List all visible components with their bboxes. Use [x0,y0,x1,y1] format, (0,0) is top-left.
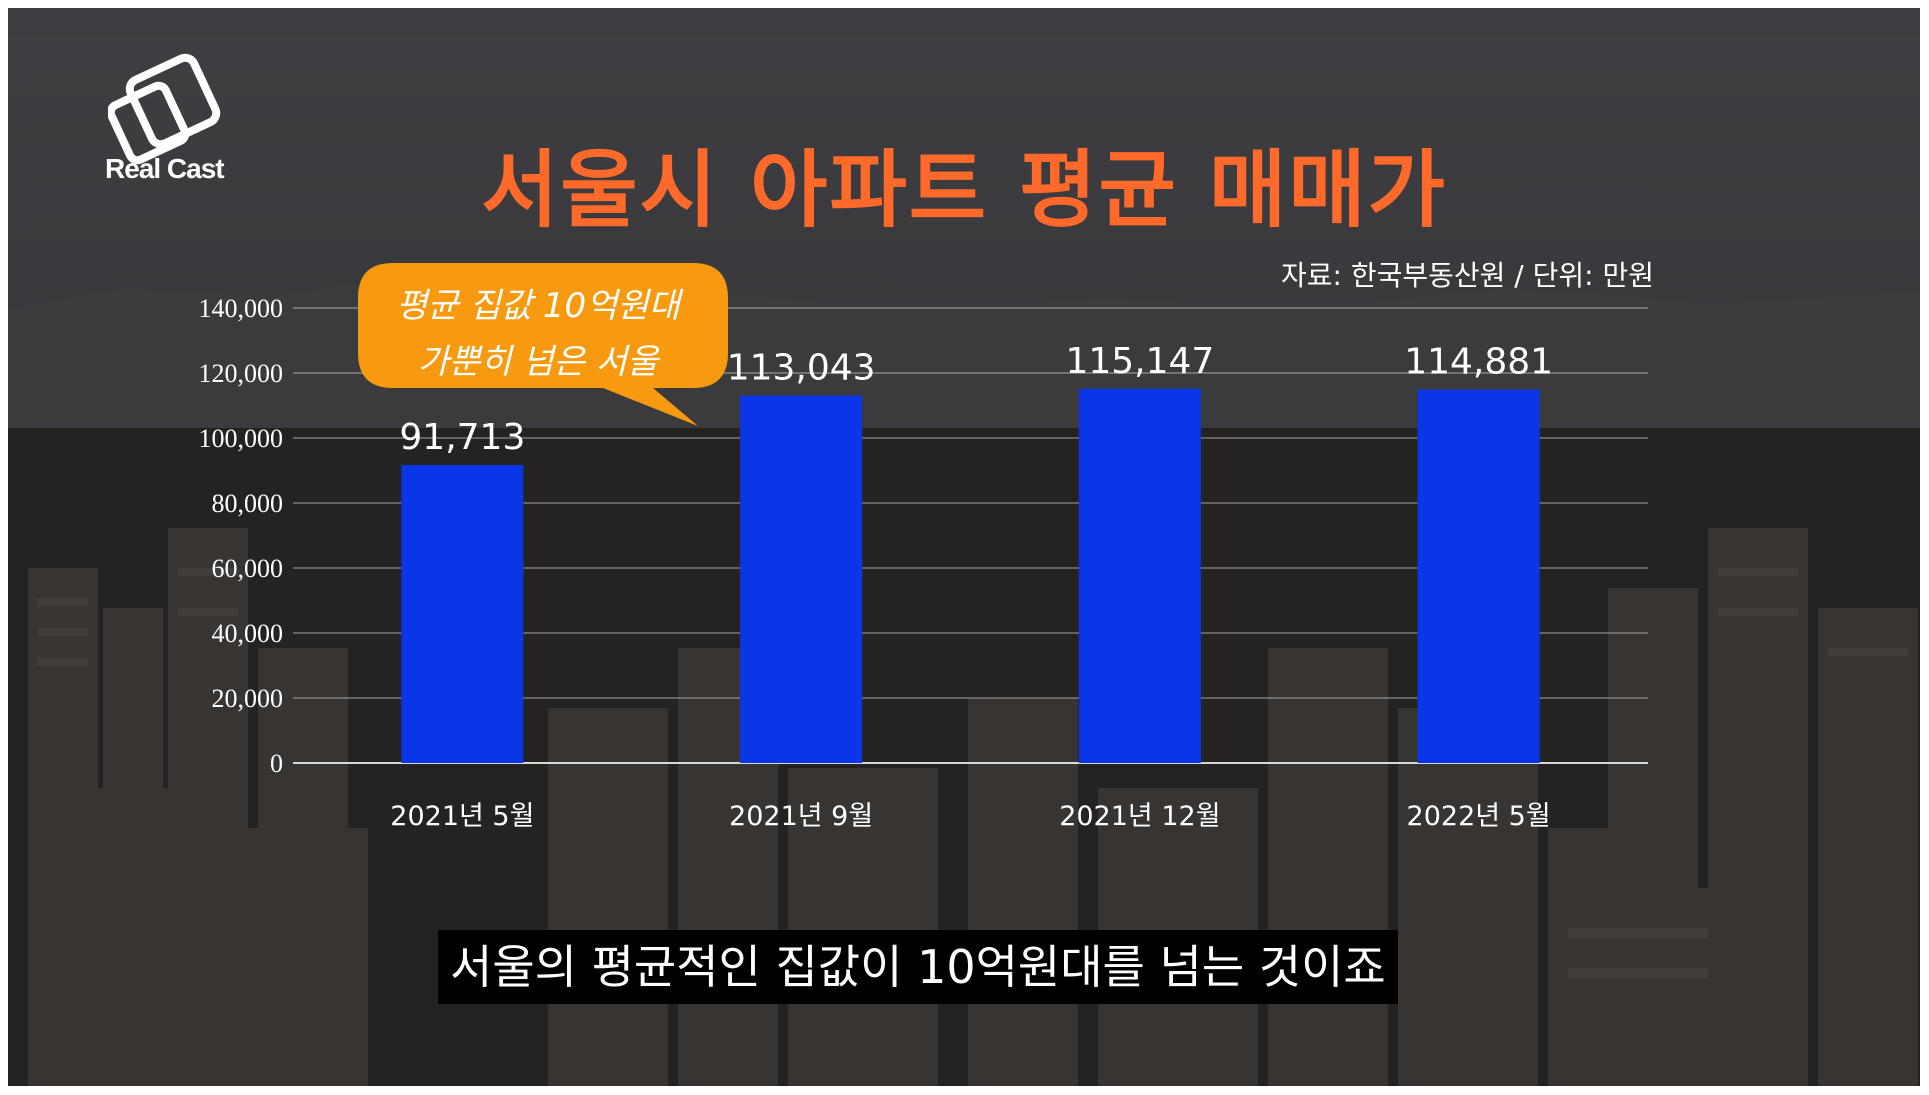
y-tick-label: 60,000 [212,554,284,583]
y-tick-label: 140,000 [199,294,284,323]
bar-chart: 0 20,000 40,000 60,000 80,000 100,000 120,000 1… [199,294,1648,832]
x-tick-label: 2021년 12월 [1059,801,1220,832]
bar [1078,388,1201,763]
y-tick-label: 80,000 [212,489,284,518]
callout-bubble [358,263,728,426]
bar [1417,389,1540,763]
slide-frame: Real Cast 서울시 아파트 평균 매매가 자료: 한국부동산원 / 단위… [8,8,1920,1086]
callout-line-2: 가뿐히 넘은 서울 [417,342,659,382]
value-label: 91,713 [399,417,525,458]
y-tick-label: 40,000 [212,619,284,648]
bar [740,395,863,763]
value-label: 115,147 [1065,341,1214,382]
value-label: 114,881 [1404,342,1553,383]
x-tick-label: 2021년 5월 [390,801,534,832]
y-tick-label: 0 [270,749,283,778]
bar [401,464,524,763]
realcast-logo [108,53,221,165]
y-tick-label: 120,000 [199,359,284,388]
y-tick-label: 20,000 [212,684,284,713]
caption-subtitle: 서울의 평균적인 집값이 10억원대를 넘는 것이죠 [438,930,1398,1004]
x-tick-label: 2021년 9월 [729,801,873,832]
source-note: 자료: 한국부동산원 / 단위: 만원 [1280,259,1654,292]
callout-text: 평균 집값 10억원대 가뿐히 넘은 서울 [368,278,708,390]
chart-title: 서울시 아파트 평균 매매가 [481,141,1447,239]
brand-name: Real Cast [105,153,225,184]
x-tick-label: 2022년 5월 [1407,801,1551,832]
callout-line-1: 평균 집값 10억원대 [396,286,680,326]
y-tick-label: 100,000 [199,424,284,453]
value-label: 113,043 [727,348,876,389]
